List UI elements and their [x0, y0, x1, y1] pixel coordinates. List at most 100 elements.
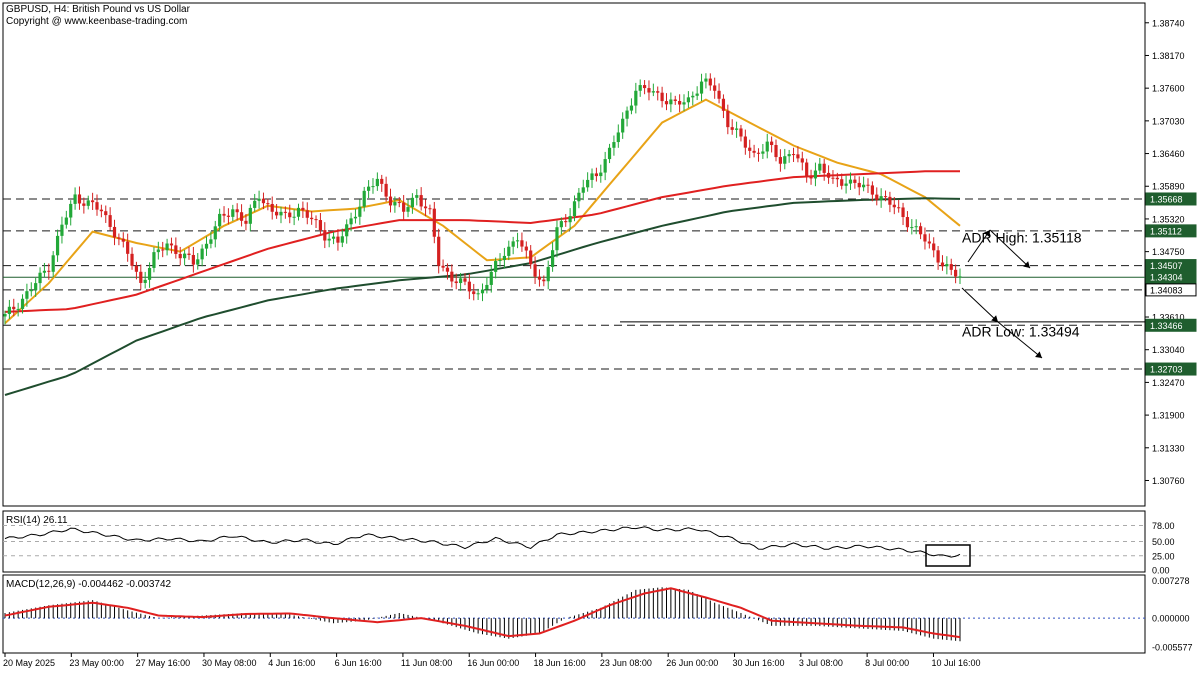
candle-body	[248, 207, 252, 224]
price-tick-label: 1.30760	[1152, 476, 1185, 486]
candle-body	[253, 200, 257, 208]
candle-body	[349, 218, 353, 225]
candle-body	[60, 224, 64, 236]
price-tick-label: 1.37030	[1152, 116, 1185, 126]
level-badge	[1145, 270, 1197, 284]
macd-tick-label: 0.007278	[1152, 576, 1190, 586]
candle-body	[734, 128, 739, 130]
candle-body	[16, 308, 20, 310]
candle-body	[853, 179, 857, 183]
candle-body	[883, 196, 888, 198]
candle-body	[879, 196, 883, 200]
candle-body	[239, 212, 244, 221]
candle-body	[358, 206, 362, 217]
candle-body	[55, 235, 60, 256]
candle-body	[831, 177, 835, 179]
candle-body	[458, 278, 463, 284]
candle-body	[174, 245, 178, 254]
candle-body	[914, 226, 918, 228]
candle-body	[713, 85, 717, 91]
candle-body	[515, 240, 520, 242]
candle-body	[835, 177, 839, 180]
candle-body	[673, 99, 677, 101]
level-badge	[1145, 283, 1197, 297]
candle-body	[82, 203, 86, 206]
candle-body	[704, 78, 708, 82]
time-tick-label: 6 Jun 16:00	[335, 658, 382, 668]
candle-body	[117, 237, 121, 239]
candle-body	[375, 178, 379, 187]
adr-arrow-down-right	[989, 229, 1031, 269]
chart-title: GBPUSD, H4: British Pound vs US Dollar	[6, 4, 190, 15]
candle-body	[520, 240, 524, 247]
candle-body	[283, 211, 287, 213]
candle-body	[752, 150, 756, 153]
candle-body	[323, 230, 327, 241]
price-tick-label: 1.37600	[1152, 84, 1185, 94]
candle-body	[200, 248, 204, 260]
rsi-highlight-box	[925, 544, 971, 567]
candle-body	[770, 141, 774, 146]
candle-body	[279, 211, 283, 216]
level-badge-label: 1.32703	[1150, 365, 1183, 375]
candle-body	[419, 195, 423, 207]
candle-body	[844, 183, 848, 186]
price-tick-label: 1.38170	[1152, 51, 1185, 61]
candle-body	[800, 158, 804, 163]
candle-body	[73, 194, 77, 204]
time-tick-label: 23 Jun 08:00	[600, 658, 652, 668]
ma-line	[4, 170, 960, 313]
candle-body	[292, 216, 296, 218]
candle-body	[388, 196, 393, 206]
candle-body	[196, 259, 200, 265]
candle-body	[69, 203, 73, 218]
time-tick-label: 3 Jul 08:00	[799, 658, 843, 668]
candle-body	[905, 217, 910, 228]
rsi-tick-label: 78.00	[1152, 521, 1175, 531]
candle-body	[607, 147, 612, 160]
candle-body	[892, 204, 896, 208]
candle-body	[555, 227, 559, 251]
candle-body	[441, 265, 445, 268]
main-panel: ADR High: 1.35118 ADR Low: 1.33494 1.3874…	[2, 2, 1197, 507]
candle-body	[888, 196, 892, 205]
price-tick-label: 1.34750	[1152, 247, 1185, 257]
candle-body	[257, 198, 261, 201]
rsi-panel: 78.00 50.00 25.00 0.00 RSI(14) 26.11	[2, 510, 1175, 576]
candle-body	[594, 173, 598, 177]
candle-body	[791, 154, 796, 156]
candle-body	[507, 246, 511, 256]
candle-body	[454, 281, 458, 284]
candle-body	[809, 176, 813, 179]
candle-body	[152, 252, 156, 268]
adr-arrow-down	[961, 287, 999, 323]
candle-body	[805, 162, 809, 177]
candle-body	[95, 202, 99, 210]
candle-body	[25, 291, 29, 299]
rsi-tick-label: 50.00	[1152, 537, 1175, 547]
candle-body	[226, 215, 231, 217]
candle-body	[147, 267, 152, 280]
candle-body	[756, 152, 761, 154]
candle-body	[949, 264, 953, 270]
candle-body	[634, 90, 638, 106]
candle-body	[384, 183, 388, 197]
candle-body	[485, 284, 489, 290]
candle-body	[187, 253, 191, 255]
candle-body	[367, 186, 371, 191]
level-badge	[1145, 318, 1197, 332]
candle-body	[875, 194, 879, 200]
candle-body	[932, 243, 936, 251]
candle-body	[489, 271, 493, 285]
candle-body	[261, 198, 266, 204]
time-tick-label: 26 Jun 00:00	[666, 658, 718, 668]
candle-body	[537, 276, 542, 280]
candle-body	[191, 254, 195, 265]
macd-signal-line	[4, 587, 961, 639]
candle-body	[826, 172, 831, 178]
candle-body	[130, 253, 134, 266]
level-badge-label: 1.35668	[1150, 194, 1183, 204]
candle-body	[29, 290, 33, 292]
candle-body	[3, 314, 7, 317]
